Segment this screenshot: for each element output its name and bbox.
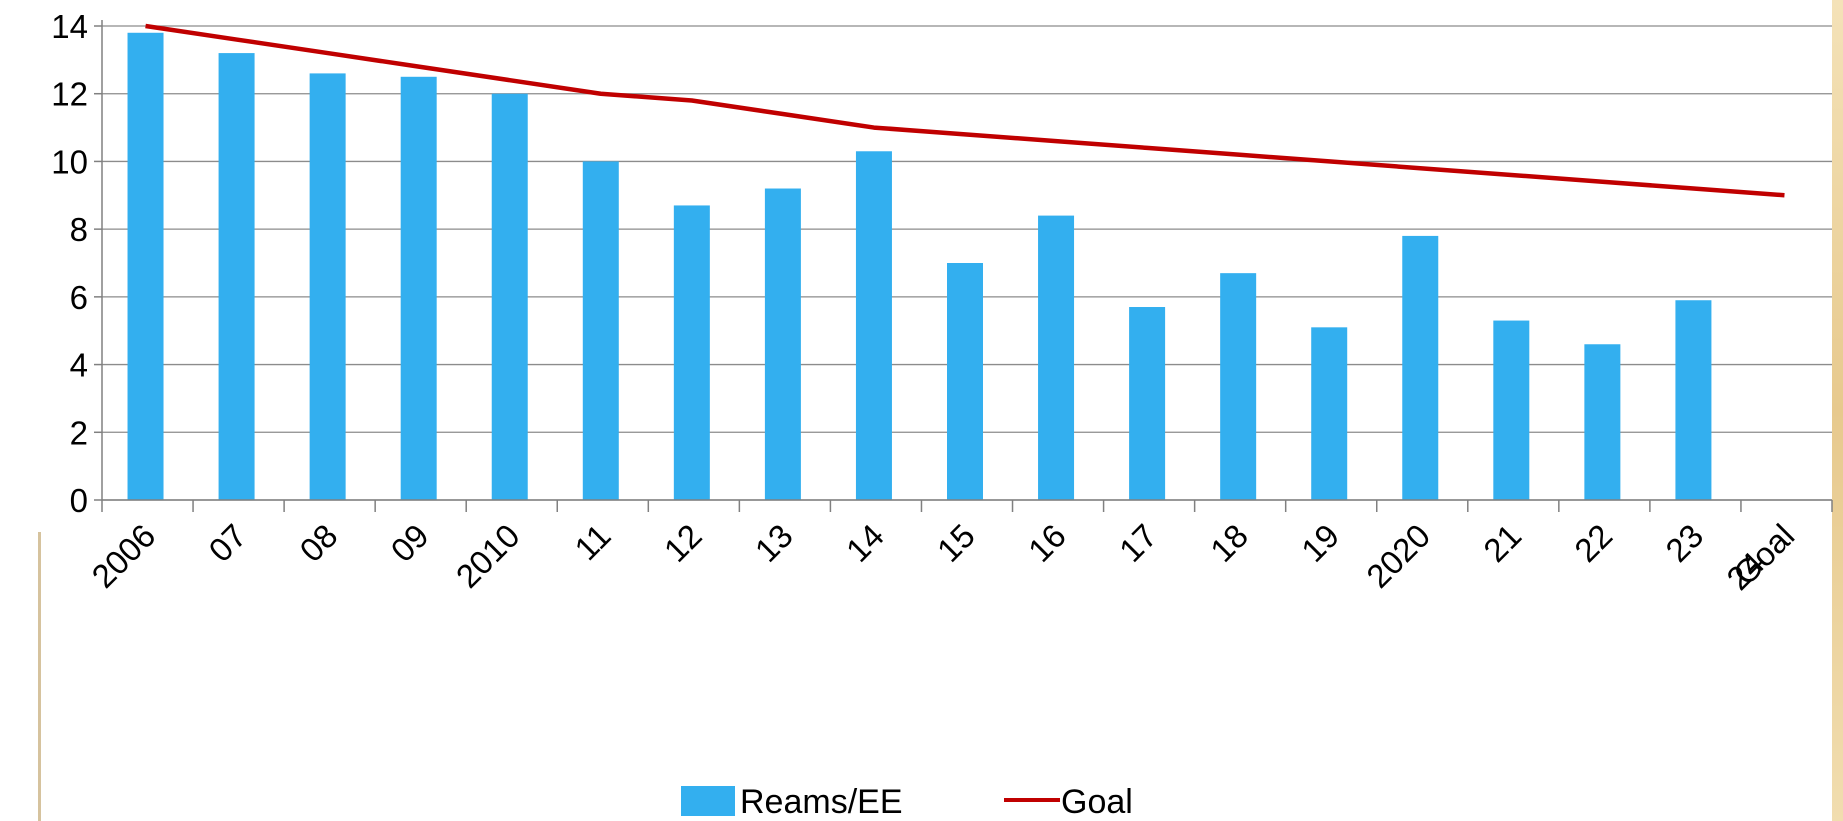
bar-reams-ee — [1220, 273, 1256, 500]
x-tick-label: 2006 — [84, 517, 162, 595]
y-tick-label: 4 — [70, 347, 88, 384]
legend: Reams/EE Goal — [681, 783, 1133, 821]
bar-reams-ee — [1311, 327, 1347, 500]
bar-reams-ee — [674, 205, 710, 500]
y-tick-label: 6 — [70, 279, 88, 316]
bar-reams-ee — [856, 151, 892, 500]
x-tick-label: 09 — [384, 517, 436, 569]
legend-swatch-reams-ee — [681, 786, 735, 816]
x-tick-label: 16 — [1021, 517, 1073, 569]
y-tick-label: 10 — [51, 143, 88, 180]
bar-reams-ee — [310, 73, 346, 500]
y-tick-label: 12 — [51, 76, 88, 113]
legend-label-goal: Goal — [1061, 783, 1133, 821]
x-tick-label: 15 — [930, 517, 982, 569]
bar-reams-ee — [219, 53, 255, 500]
x-tick-label: 13 — [748, 517, 800, 569]
bar-reams-ee — [583, 161, 619, 500]
x-tick-label: 14 — [839, 517, 891, 569]
y-tick-label: 8 — [70, 211, 88, 248]
bar-reams-ee — [765, 189, 801, 500]
x-tick-label: 11 — [567, 517, 617, 567]
bar-reams-ee — [1584, 344, 1620, 500]
bar-reams-ee — [401, 77, 437, 500]
bar-reams-ee — [1675, 300, 1711, 500]
x-tick-label: 22 — [1567, 517, 1619, 569]
x-tick-label: 07 — [201, 517, 253, 569]
x-tick-label: 21 — [1476, 517, 1528, 569]
bar-reams-ee — [1402, 236, 1438, 500]
y-tick-label: 14 — [51, 8, 88, 45]
y-tick-label: 2 — [70, 414, 88, 451]
y-tick-label: 0 — [70, 482, 88, 519]
x-tick-label: 17 — [1112, 517, 1164, 569]
x-tick-label: 12 — [657, 517, 709, 569]
line-goal — [146, 26, 1785, 195]
x-tick-label: 08 — [292, 517, 344, 569]
decorative-left-rule — [38, 532, 41, 821]
bar-reams-ee — [947, 263, 983, 500]
x-tick-label: 2020 — [1359, 517, 1437, 595]
x-tick-label: 2010 — [449, 517, 527, 595]
bar-reams-ee — [1493, 321, 1529, 500]
legend-label-reams-ee: Reams/EE — [740, 783, 903, 821]
bar-reams-ee — [1129, 307, 1165, 500]
bar-reams-ee — [1038, 216, 1074, 500]
bar-reams-ee — [492, 94, 528, 500]
bar-reams-ee — [128, 33, 164, 500]
x-tick-label: 19 — [1294, 517, 1346, 569]
x-tick-label: 18 — [1203, 517, 1255, 569]
x-tick-label: 23 — [1658, 517, 1710, 569]
decorative-right-border — [1832, 0, 1843, 821]
